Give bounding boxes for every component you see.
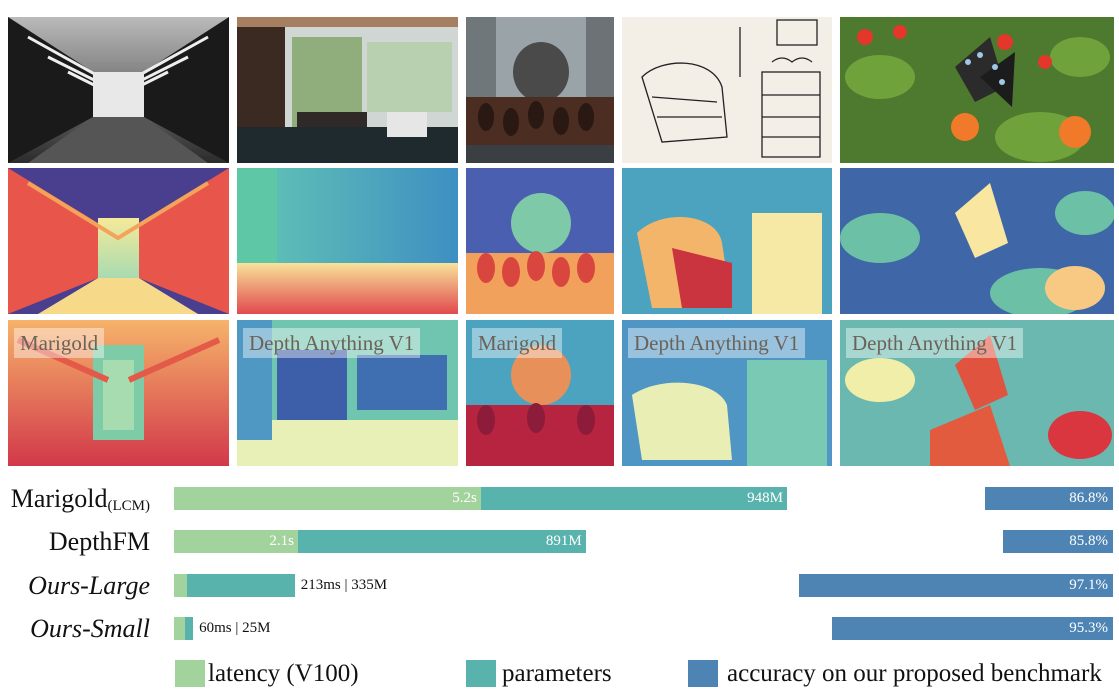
interior-depth-baseline: Depth Anything V1: [237, 320, 458, 466]
bar-latency-depthfm: [174, 530, 298, 553]
bar-accuracy-ours-large: [799, 574, 1113, 597]
butterfly-depth-ours: [840, 168, 1114, 314]
battle-depth-baseline: Marigold: [466, 320, 614, 466]
latency-value-label: 5.2s: [452, 490, 477, 506]
bar-latency-marigold-lcm: [174, 487, 481, 510]
legend-swatch-accuracy: [688, 660, 718, 687]
overlay-label: Depth Anything V1: [846, 328, 1024, 358]
battle-depth-ours: [466, 168, 614, 314]
legend-label-latency: latency (V100): [208, 660, 359, 687]
legend-label-parameters: parameters: [502, 660, 612, 687]
bar-parameters-depthfm: [297, 530, 586, 553]
bridge-depth-baseline: Marigold: [8, 320, 229, 466]
method-label-marigold-lcm: Marigold(LCM): [11, 484, 150, 521]
overlay-label: Marigold: [472, 328, 563, 358]
interior-depth-ours: [237, 168, 458, 314]
method-label-marigold: Marigold: [10, 484, 108, 513]
bar-latency-ours-large: [174, 574, 187, 597]
method-label-depthfm: DepthFM: [48, 527, 150, 556]
sketch-depth-ours: [622, 168, 832, 314]
method-label-marigold-subscript: (LCM): [107, 498, 151, 514]
bridge-photo: [8, 17, 229, 163]
sketch-room-photo: [622, 17, 832, 163]
parameters-value-label: 891M: [545, 533, 582, 549]
parameters-value-label: 948M: [747, 490, 784, 506]
overlay-label: Marigold: [14, 328, 105, 358]
bar-latency-ours-small: [174, 617, 185, 640]
legend-swatch-parameters: [466, 660, 496, 687]
method-label-ours-large: Ours-Large: [28, 571, 150, 600]
butterfly-depth-baseline: Depth Anything V1: [840, 320, 1114, 466]
accuracy-value-label: 86.8%: [1069, 490, 1108, 506]
latency-value-label: 2.1s: [269, 533, 294, 549]
bar-parameters-ours-small: [185, 617, 194, 640]
legend-swatch-latency: [175, 660, 205, 687]
sketch-depth-baseline: Depth Anything V1: [622, 320, 832, 466]
latency-parameters-value-label: 60ms | 25M: [199, 620, 271, 636]
bar-parameters-marigold-lcm: [480, 487, 787, 510]
battle-scene-photo: [466, 17, 614, 163]
method-label-ours-small: Ours-Small: [30, 614, 150, 643]
butterfly-photo: [840, 17, 1114, 163]
overlay-label: Depth Anything V1: [243, 328, 421, 358]
bridge-depth-ours: [8, 168, 229, 314]
bar-accuracy-marigold-lcm: [984, 487, 1113, 510]
interior-photo: [237, 17, 458, 163]
bar-parameters-ours-large: [186, 574, 295, 597]
bar-accuracy-depthfm: [1003, 530, 1113, 553]
accuracy-value-label: 97.1%: [1069, 577, 1108, 593]
latency-parameters-value-label: 213ms | 335M: [300, 577, 388, 593]
bar-accuracy-ours-small: [831, 617, 1113, 640]
overlay-label: Depth Anything V1: [628, 328, 806, 358]
legend-label-accuracy: accuracy on our proposed benchmark: [727, 660, 1102, 687]
accuracy-value-label: 95.3%: [1069, 620, 1108, 636]
accuracy-value-label: 85.8%: [1069, 533, 1108, 549]
